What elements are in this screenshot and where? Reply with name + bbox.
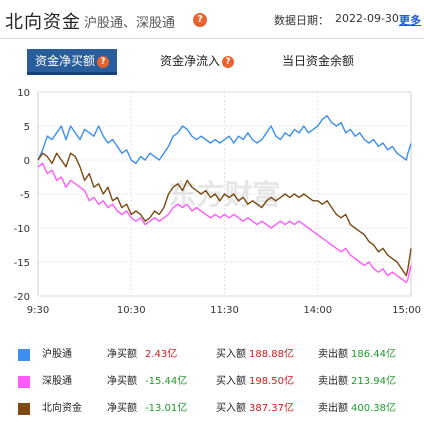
header-divider — [0, 38, 424, 39]
page-subtitle: 沪股通、深股通 — [84, 16, 176, 31]
tab-net-inflow-label: 资金净流入 — [160, 54, 221, 68]
series-line-北向资金 — [37, 152, 412, 277]
net-buy-value: -15.44亿 — [145, 376, 188, 387]
x-tick-label: 10:30 — [117, 305, 146, 316]
tab-balance[interactable]: 当日资金余额 — [282, 49, 354, 73]
sell-value: 186.44亿 — [351, 349, 396, 360]
buy-value: 188.88亿 — [249, 349, 294, 360]
x-tick-label: 15:00 — [392, 305, 421, 316]
y-tick-label: 0 — [24, 156, 30, 167]
page-title: 北向资金 — [5, 12, 81, 33]
buy-value: 198.50亿 — [249, 376, 294, 387]
y-tick-label: -5 — [20, 190, 30, 201]
series-line-深股通 — [37, 162, 412, 284]
help-icon[interactable]: ? — [97, 56, 110, 68]
legend-name: 深股通 — [42, 376, 72, 387]
tab-balance-label: 当日资金余额 — [282, 54, 355, 68]
date-value: 2022-09-30 — [335, 12, 399, 25]
header: 北向资金 沪股通、深股通 ? 数据日期： 2022-09-30 更多 — [0, 0, 424, 40]
help-icon[interactable]: ? — [193, 13, 207, 27]
buy-label: 买入额 — [216, 349, 246, 360]
sell-value: 400.38亿 — [351, 403, 396, 414]
tab-net-buy[interactable]: 资金净买额? — [27, 49, 118, 75]
net-buy-label: 净买额 — [107, 376, 137, 387]
tab-bar: 资金净买额? 资金净流入? 当日资金余额 — [0, 49, 424, 75]
x-tick-label: 9:30 — [27, 305, 49, 316]
legend-row-hgt: 沪股通 净买额 2.43亿 买入额 188.88亿 卖出额 186.44亿 — [0, 345, 424, 365]
tab-net-buy-label: 资金净买额 — [35, 54, 96, 68]
date-label: 数据日期： — [274, 14, 329, 27]
y-tick-label: 5 — [24, 122, 30, 133]
help-icon[interactable]: ? — [222, 56, 235, 68]
legend-row-northbound: 北向资金 净买额 -13.01亿 买入额 387.37亿 卖出额 400.38亿 — [0, 399, 424, 419]
net-buy-value: 2.43亿 — [145, 349, 178, 360]
buy-label: 买入额 — [216, 403, 246, 414]
x-tick-label: 11:30 — [210, 305, 239, 316]
y-tick-label: -10 — [14, 224, 30, 235]
buy-value: 387.37亿 — [249, 403, 294, 414]
legend-swatch-sgt — [18, 376, 30, 388]
sell-value: 213.94亿 — [351, 376, 396, 387]
y-tick-label: -20 — [14, 292, 30, 303]
legend-name: 北向资金 — [42, 403, 82, 414]
legend-swatch-northbound — [18, 403, 30, 415]
more-link[interactable]: 更多 — [399, 14, 421, 27]
legend-swatch-hgt — [18, 349, 30, 361]
sell-label: 卖出额 — [318, 376, 348, 387]
y-tick-label: 10 — [17, 88, 30, 99]
buy-label: 买入额 — [216, 376, 246, 387]
y-tick-label: -15 — [14, 258, 30, 269]
tab-net-inflow[interactable]: 资金净流入? — [160, 49, 235, 73]
series-line-沪股通 — [37, 115, 412, 165]
x-tick-label: 14:00 — [303, 305, 332, 316]
net-buy-label: 净买额 — [107, 403, 137, 414]
sell-label: 卖出额 — [318, 403, 348, 414]
legend-name: 沪股通 — [42, 349, 72, 360]
net-buy-value: -13.01亿 — [145, 403, 188, 414]
net-buy-label: 净买额 — [107, 349, 137, 360]
legend-row-sgt: 深股通 净买额 -15.44亿 买入额 198.50亿 卖出额 213.94亿 — [0, 372, 424, 392]
sell-label: 卖出额 — [318, 349, 348, 360]
